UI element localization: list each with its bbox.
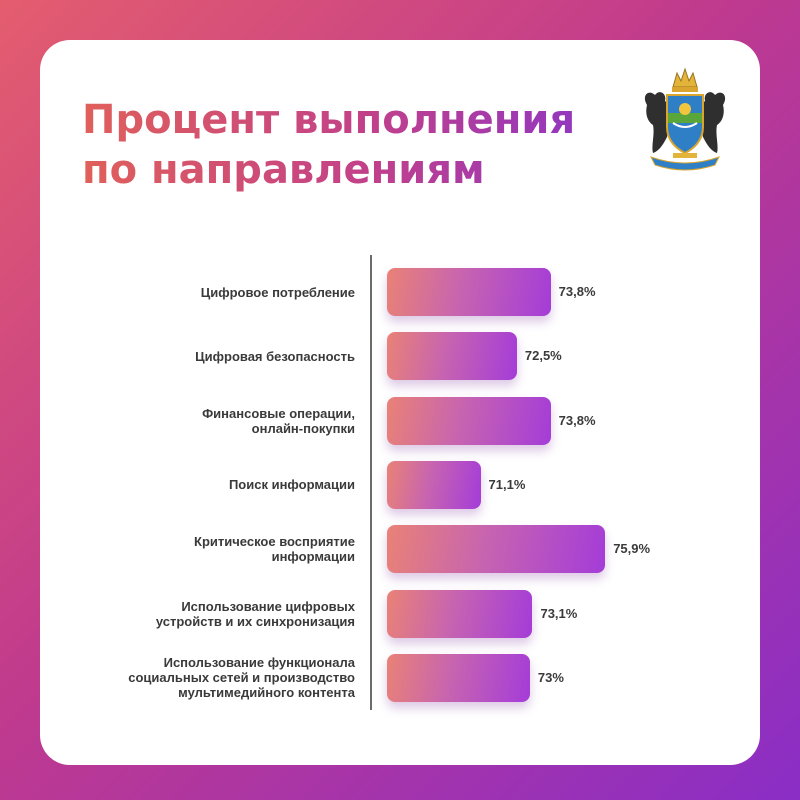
bar <box>387 525 606 574</box>
category-label: Цифровая безопасность <box>100 332 355 380</box>
category-label-line: Цифровая безопасность <box>195 348 355 364</box>
bar <box>387 396 551 445</box>
value-label: 71,1% <box>488 476 526 492</box>
title-line-1: Процент выполнения <box>82 97 576 143</box>
category-label-line: Цифровое потребление <box>200 284 355 300</box>
category-label-line: социальных сетей и производство <box>128 670 355 686</box>
category-label-line: устройств и их синхронизация <box>155 613 355 629</box>
category-label-line: Поиск информации <box>228 477 355 493</box>
value-label: 73% <box>537 669 564 685</box>
category-label: Использование цифровых устройств и их син… <box>100 590 355 638</box>
value-label: 73,8% <box>558 284 596 299</box>
value-label: 72,5% <box>524 348 562 364</box>
bar <box>387 589 533 638</box>
category-label-line: онлайн-покупки <box>251 420 355 436</box>
chart-axis-line <box>370 255 372 710</box>
coat-of-arms-icon <box>644 67 726 171</box>
category-label: Критическое восприятие информации <box>100 525 355 573</box>
chart-card: Процент выполнения по направлениям Цифро… <box>40 40 760 765</box>
category-label-line: Использование функционала <box>163 655 355 671</box>
bar <box>387 332 517 381</box>
category-label-line: Финансовые операции, <box>202 405 355 421</box>
category-label: Финансовые операции, онлайн-покупки <box>100 397 355 445</box>
category-label-line: мультимедийного контента <box>178 685 355 701</box>
category-label: Цифровое потребление <box>100 268 355 316</box>
category-label: Поиск информации <box>100 461 355 509</box>
value-label: 73,8% <box>558 412 596 428</box>
value-label: 75,9% <box>613 541 651 557</box>
bar <box>387 653 530 702</box>
page-title: Процент выполнения по направлениям <box>82 95 602 195</box>
value-label: 73,1% <box>540 605 578 621</box>
category-label-line: Критическое восприятие <box>194 534 355 550</box>
category-label-line: Использование цифровых <box>181 598 355 614</box>
bar <box>387 268 551 316</box>
title-line-2: по направлениям <box>82 147 485 193</box>
category-label-line: информации <box>271 549 355 565</box>
category-label: Использование функционала социальных сете… <box>100 654 355 702</box>
bar <box>387 460 481 509</box>
